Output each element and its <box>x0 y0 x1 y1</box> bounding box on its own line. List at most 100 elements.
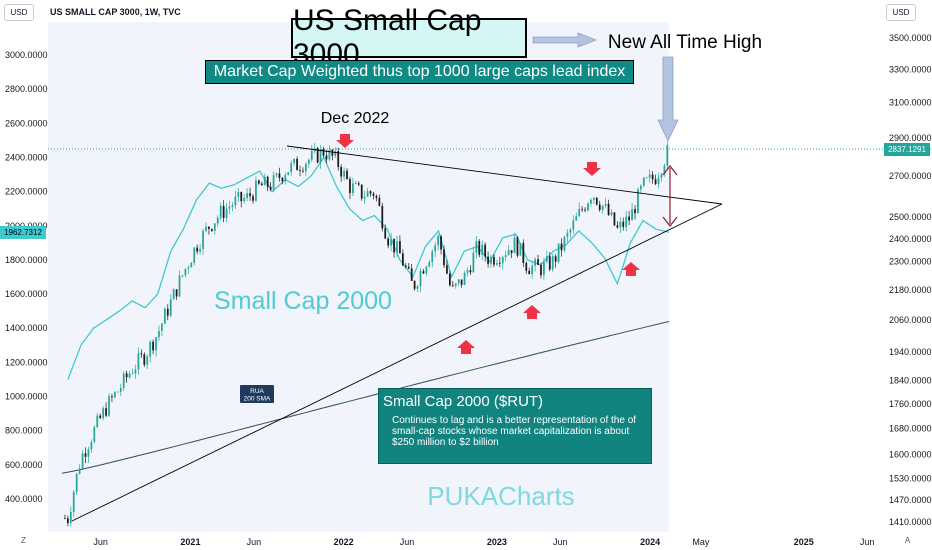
candle-117 <box>407 263 410 270</box>
candle-198 <box>645 176 648 179</box>
candle-189 <box>619 217 622 234</box>
candle-203 <box>660 172 663 182</box>
candle-200 <box>651 171 654 184</box>
candle-152 <box>510 250 513 258</box>
rua-200-sma <box>61 321 670 474</box>
left-tick-10: 1000.0000 <box>5 392 48 402</box>
a-button[interactable]: A <box>904 535 911 545</box>
candle-106 <box>375 194 378 202</box>
candle-43 <box>190 261 193 268</box>
candle-149 <box>501 255 504 270</box>
left-price-badge: 1962.7312 <box>0 226 46 239</box>
candle-76 <box>287 171 290 176</box>
right-axis: 3500.0000 3300.0000 3100.0000 2900.0000 2700… <box>889 33 932 527</box>
candle-99 <box>354 180 357 185</box>
candle-61 <box>243 193 246 204</box>
candle-162 <box>540 262 542 279</box>
candle-157 <box>525 261 528 274</box>
candle-121 <box>419 267 422 293</box>
support-trendline[interactable] <box>71 203 723 522</box>
candle-52 <box>216 215 219 227</box>
right-tick-14: 1600.0000 <box>889 450 932 460</box>
z-button[interactable]: Z <box>21 535 26 545</box>
up-arrow-oct2022 <box>457 340 475 354</box>
candle-32 <box>158 325 160 341</box>
candle-65 <box>255 176 257 202</box>
candle-201 <box>654 174 657 186</box>
candle-49 <box>208 226 210 235</box>
markers <box>336 32 679 354</box>
candle-20 <box>122 371 125 391</box>
candle-3 <box>72 490 75 517</box>
candle-54 <box>222 200 225 223</box>
left-tick-6: 1800.0000 <box>5 255 48 265</box>
candle-33 <box>161 322 163 337</box>
candle-4 <box>75 473 78 496</box>
candle-23 <box>131 368 134 375</box>
candle-5 <box>78 464 81 475</box>
small-cap-2000-label: Small Cap 2000 <box>214 287 392 315</box>
candle-190 <box>622 217 625 231</box>
x-tick-5: 2023 <box>487 537 507 547</box>
candle-125 <box>431 249 434 268</box>
sma-label: 200 SMA <box>244 396 271 403</box>
candle-124 <box>428 260 431 268</box>
left-currency-button[interactable]: USD <box>4 4 34 21</box>
right-tick-13: 1680.0000 <box>889 424 932 434</box>
candle-130 <box>446 259 448 275</box>
candle-73 <box>278 167 281 182</box>
candle-155 <box>519 242 522 256</box>
x-tick-7: 2024 <box>640 537 660 547</box>
candle-187 <box>613 211 616 227</box>
candle-78 <box>293 158 296 166</box>
candle-24 <box>134 364 137 379</box>
title-arrow <box>532 32 598 48</box>
candle-15 <box>108 393 110 418</box>
candle-178 <box>587 202 589 212</box>
candle-148 <box>498 256 501 268</box>
candle-118 <box>410 263 413 282</box>
x-tick-8: May <box>692 537 710 547</box>
candle-56 <box>228 200 231 215</box>
candle-38 <box>175 289 178 300</box>
candle-174 <box>575 212 578 221</box>
candle-62 <box>246 188 249 202</box>
candle-127 <box>437 234 440 251</box>
candle-80 <box>299 165 301 177</box>
x-tick-6: Jun <box>553 537 568 547</box>
candle-133 <box>454 282 457 289</box>
candle-147 <box>496 259 498 267</box>
candle-51 <box>213 223 216 235</box>
candle-37 <box>172 288 175 300</box>
left-tick-3: 2400.0000 <box>5 152 48 162</box>
left-tick-4: 2200.0000 <box>5 187 48 197</box>
candle-181 <box>595 197 598 206</box>
candle-22 <box>128 370 131 379</box>
candle-45 <box>196 244 199 255</box>
x-tick-4: Jun <box>400 537 415 547</box>
symbol-title: US SMALL CAP 3000, 1W, TVC <box>50 7 181 17</box>
resistance-trendline[interactable] <box>286 145 723 205</box>
left-tick-5: 2000.0000 <box>5 221 48 231</box>
candle-21 <box>125 370 128 383</box>
candle-129 <box>443 245 445 269</box>
up-arrow-mar2023 <box>523 305 541 319</box>
candle-89 <box>325 149 328 164</box>
right-currency-button[interactable]: USD <box>886 4 916 21</box>
rua-label: RUA <box>250 388 264 395</box>
candle-98 <box>352 177 354 196</box>
candle-135 <box>460 279 463 288</box>
candle-41 <box>184 268 187 278</box>
right-tick-15: 1530.0000 <box>889 474 932 484</box>
candle-100 <box>357 181 360 187</box>
right-tick-1: 3300.0000 <box>889 64 932 74</box>
candle-39 <box>178 270 181 298</box>
down-arrow-jul2023 <box>583 162 601 176</box>
candle-184 <box>604 197 607 209</box>
candle-95 <box>343 167 345 180</box>
candle-161 <box>537 254 539 266</box>
candle-108 <box>381 202 384 232</box>
candle-0 <box>64 514 66 520</box>
